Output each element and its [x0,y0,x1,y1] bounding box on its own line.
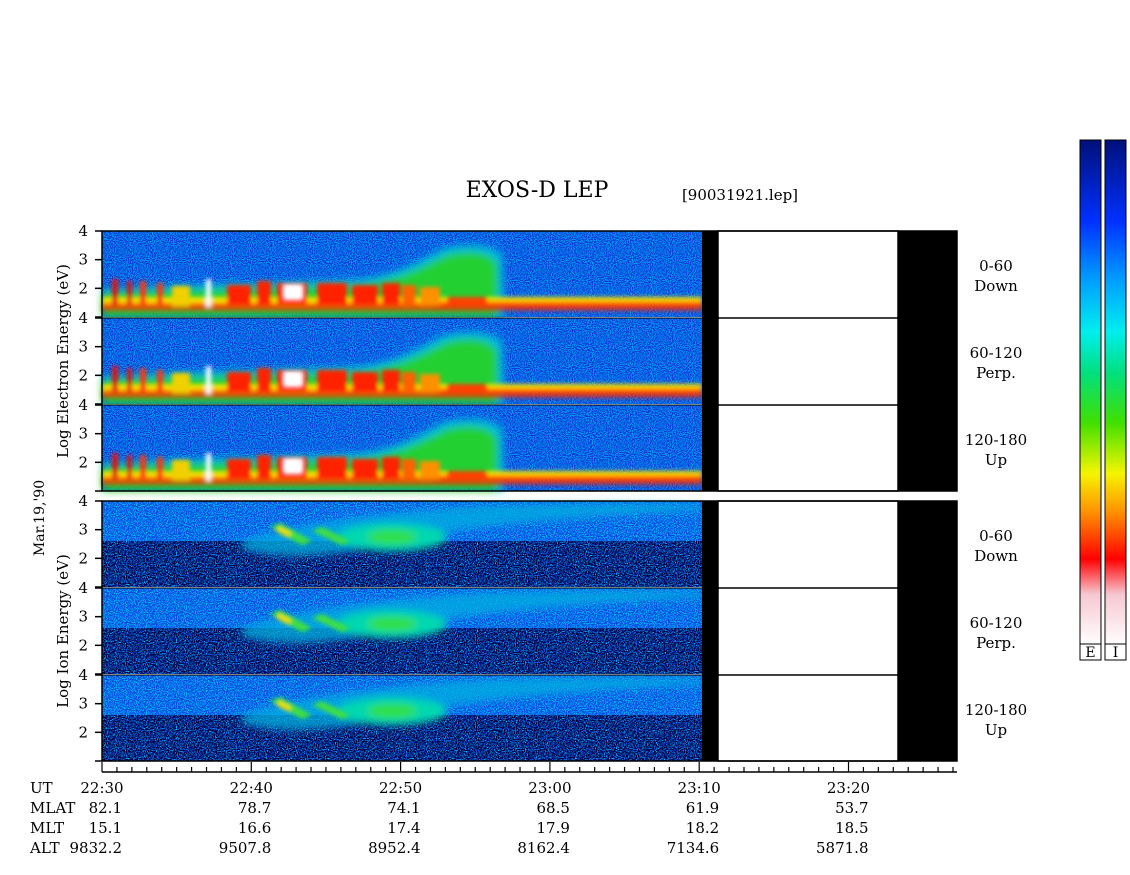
time-alt-value: 7134.6 [667,839,720,857]
time-ut-value: 23:00 [528,779,571,797]
panel-pitch-label: 120-180 [965,701,1027,719]
time-mlt-value: 17.9 [536,819,569,837]
time-ut-value: 22:30 [80,779,123,797]
date-label: Mar.19,'90 [32,480,48,556]
time-ut-value: 23:10 [678,779,721,797]
time-ut-value: 22:40 [230,779,273,797]
time-alt-value: 5871.8 [816,839,869,857]
y-tick-label: 3 [78,425,88,443]
time-mlat-value: 74.1 [387,799,420,817]
ion-spectrograms [101,500,958,762]
colorbar-i: I [1104,139,1127,661]
panel-electron-up-image [102,405,702,491]
time-mlat-value: 78.7 [238,799,271,817]
y-tick-label: 3 [78,338,88,356]
time-axis: UT MLAT MLT ALT 22:30 82.1 15.1 9832.2 22:40 78.7… [29,762,957,857]
time-alt-value: 9507.8 [219,839,272,857]
panel-electron-down-image [102,231,702,317]
time-mlt-value: 15.1 [89,819,122,837]
time-row-label: UT [30,779,53,797]
time-alt-value: 8162.4 [517,839,570,857]
y-tick-label: 4 [78,222,88,240]
y-tick-label: 3 [78,695,88,713]
ion-y-label: Log Ion Energy (eV) [54,554,72,708]
time-mlat-value: 82.1 [89,799,122,817]
time-mlt-value: 17.4 [387,819,420,837]
panel-direction-label: Down [974,277,1018,295]
panel-direction-label: Perp. [976,634,1016,652]
time-alt-value: 9832.2 [70,839,123,857]
y-tick-label: 3 [78,521,88,539]
panel-direction-label: Up [985,721,1007,739]
panel-ion-down-image [102,501,702,587]
time-mlt-value: 16.6 [238,819,271,837]
y-tick-label: 3 [78,251,88,269]
y-tick-label: 4 [78,579,88,597]
panel-ion-up-image [102,675,702,761]
panel-pitch-label: 0-60 [979,257,1013,275]
y-tick-label: 2 [78,453,88,471]
panel-pitch-label: 120-180 [965,431,1027,449]
time-mlat-value: 68.5 [536,799,569,817]
colorbar-e: E [1079,139,1102,661]
chart-title: EXOS-D LEP [466,178,609,203]
panel-labels: 0-60 Down 60-120 Perp. 120-180 Up 0-60 Down 60-1… [965,257,1027,739]
panel-direction-label: Perp. [976,364,1016,382]
electron-spectrograms [101,230,958,492]
panel-direction-label: Down [974,547,1018,565]
time-alt-value: 8952.4 [368,839,421,857]
colorbar-e-label: E [1085,645,1095,661]
time-row-label: MLAT [30,799,75,817]
time-mlt-value: 18.2 [686,819,719,837]
y-tick-label: 2 [78,366,88,384]
y-tick-label: 4 [78,492,88,510]
panel-electron-perp-image [102,318,702,404]
time-ut-value: 22:50 [379,779,422,797]
colorbar-i-label: I [1113,645,1119,661]
y-tick-label: 4 [78,666,88,684]
y-tick-label: 3 [78,608,88,626]
panel-pitch-label: 0-60 [979,527,1013,545]
time-mlat-value: 53.7 [835,799,868,817]
time-ut-value: 23:20 [827,779,870,797]
time-row-label: MLT [30,819,64,837]
panel-pitch-label: 60-120 [970,344,1023,362]
y-tick-label: 2 [78,636,88,654]
time-row-label: ALT [29,839,60,857]
electron-y-label: Log Electron Energy (eV) [54,264,72,458]
y-tick-label: 4 [78,309,88,327]
y-tick-label: 2 [78,549,88,567]
y-axes: 2 3 4 2 3 4 2 3 4 2 3 4 2 3 4 2 3 4 [78,222,102,762]
panel-ion-perp-image [102,588,702,674]
y-tick-label: 2 [78,723,88,741]
y-tick-label: 2 [78,279,88,297]
file-label: [90031921.lep] [682,186,798,204]
time-mlat-value: 61.9 [686,799,719,817]
y-tick-label: 4 [78,396,88,414]
panel-direction-label: Up [985,451,1007,469]
time-mlt-value: 18.5 [835,819,868,837]
panel-pitch-label: 60-120 [970,614,1023,632]
